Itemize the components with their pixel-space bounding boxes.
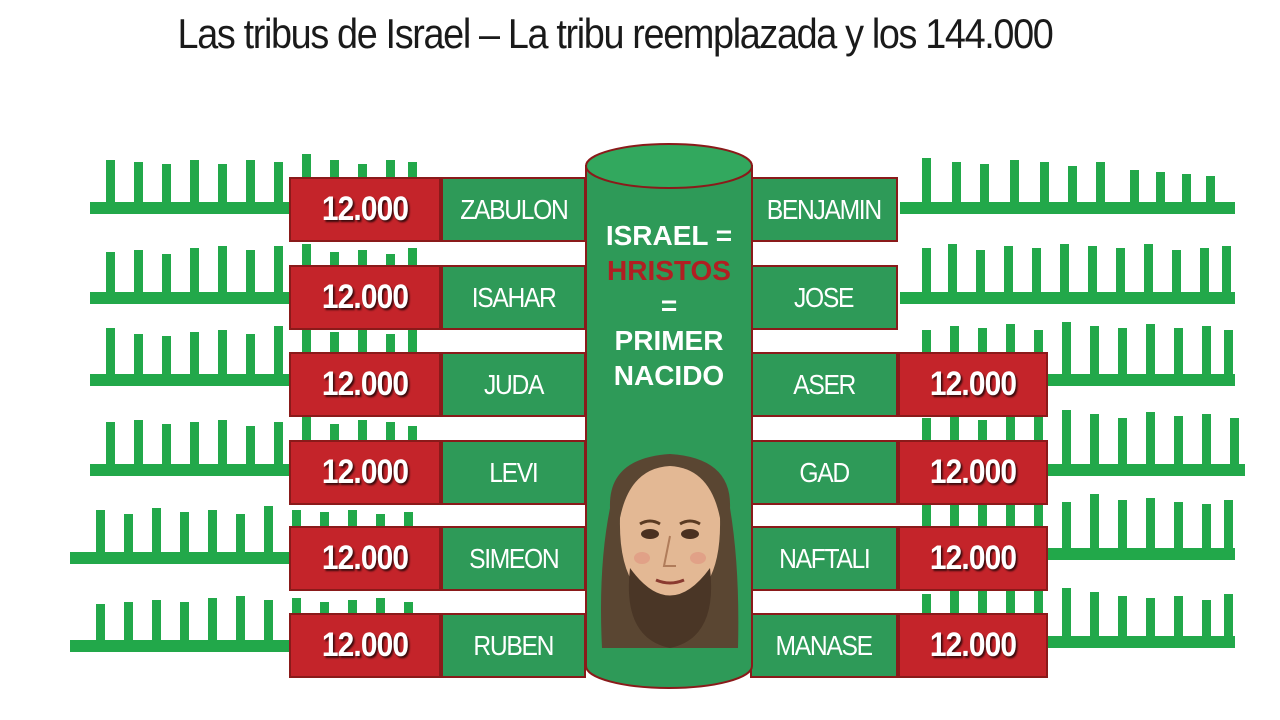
comb-right-1: [900, 158, 1235, 214]
left-count-6: 12.000: [289, 613, 441, 678]
left-count-2: 12.000: [289, 265, 441, 330]
center-line-hristos: HRISTOS: [607, 255, 731, 286]
center-line-equals: =: [660, 290, 678, 321]
right-tribe-manase: MANASE: [750, 613, 898, 678]
left-count-3: 12.000: [289, 352, 441, 417]
right-tribe-aser: ASER: [750, 352, 898, 417]
right-count-3: 12.000: [898, 352, 1048, 417]
comb-right-2: [900, 244, 1235, 304]
center-label: ISRAEL = HRISTOS = PRIMER NACIDO: [585, 218, 753, 393]
left-tribe-isahar: ISAHAR: [441, 265, 586, 330]
slide-title: Las tribus de Israel – La tribu reemplaz…: [177, 10, 1054, 57]
right-count-5: 12.000: [898, 526, 1048, 591]
left-count-4: 12.000: [289, 440, 441, 505]
left-tribe-zabulon: ZABULON: [441, 177, 586, 242]
right-tribe-jose: JOSE: [750, 265, 898, 330]
center-line-nacido: NACIDO: [613, 360, 725, 391]
right-tribe-naftali: NAFTALI: [750, 526, 898, 591]
center-line-israel: ISRAEL =: [605, 220, 733, 251]
left-count-1: 12.000: [289, 177, 441, 242]
jesus-portrait-image: [601, 454, 739, 648]
center-line-primer: PRIMER: [614, 325, 724, 356]
left-tribe-ruben: RUBEN: [441, 613, 586, 678]
right-count-4: 12.000: [898, 440, 1048, 505]
left-count-5: 12.000: [289, 526, 441, 591]
right-tribe-gad: GAD: [750, 440, 898, 505]
left-tribe-simeon: SIMEON: [441, 526, 586, 591]
right-count-6: 12.000: [898, 613, 1048, 678]
left-tribe-juda: JUDA: [441, 352, 586, 417]
left-tribe-levi: LEVI: [441, 440, 586, 505]
right-tribe-benjamin: BENJAMIN: [750, 177, 898, 242]
